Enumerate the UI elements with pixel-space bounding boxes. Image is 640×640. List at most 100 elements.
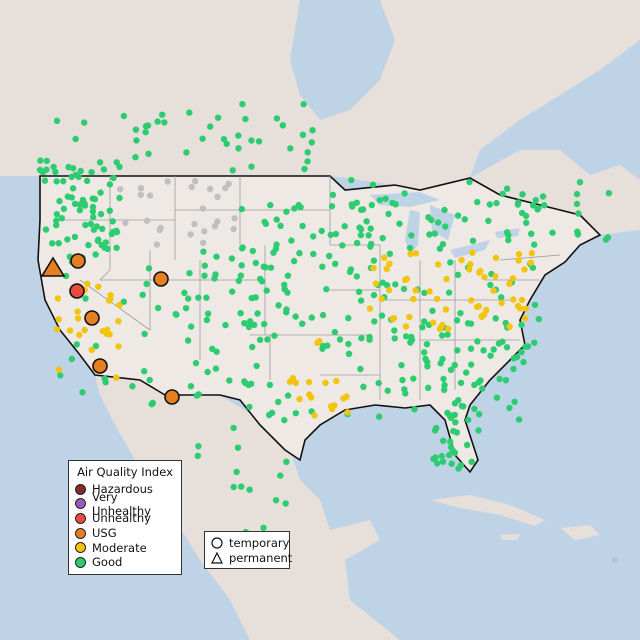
site-dot [495,340,503,347]
site-dot [235,132,242,139]
site-dot [89,203,97,211]
site-dot [49,240,56,247]
site-dot [142,129,149,136]
site-dot [132,126,140,133]
circle-icon [211,537,223,549]
site-dot [154,118,161,125]
site-dot [230,424,237,432]
site-dot [186,270,193,277]
site-dot [287,145,294,152]
site-dot [355,288,363,295]
site-dot [576,179,584,186]
site-dot [475,411,483,418]
site-dot [515,250,523,258]
legend-label: temporary [229,536,290,551]
site-dot [518,348,525,356]
site-dot [79,196,87,204]
site-dot [528,249,535,257]
site-dot [212,365,220,372]
site-dot [77,167,84,175]
site-dot [471,381,478,389]
site-dot [87,220,95,228]
site-temporary-unhealthy [69,283,85,299]
site-dot [503,344,511,351]
legend-item-moderate: Moderate [69,540,181,555]
site-dot [284,392,292,399]
moderate-swatch [75,542,86,554]
site-dot [156,226,163,234]
site-dot [230,225,237,233]
site-dot [246,403,253,411]
site-dot [521,315,529,322]
site-dot [445,289,453,296]
site-dot [187,383,195,390]
site-dot [539,193,547,200]
site-dot [511,398,518,405]
site-dot [332,260,339,267]
site-dot [368,201,375,209]
site-dot [57,372,64,379]
site-dot [43,166,50,173]
site-dot [372,280,380,287]
site-dot [292,379,300,387]
mexico-land [95,375,400,640]
site-dot [524,343,532,350]
site-dot [458,402,465,410]
site-dot [299,131,307,138]
site-dot [499,190,506,198]
site-dot [523,219,530,226]
site-dot [469,237,477,244]
site-dot [518,296,526,304]
site-dot [92,251,99,258]
site-dot [281,286,288,293]
site-dot [435,219,442,226]
site-dot [528,230,535,237]
site-dot [249,343,256,351]
site-dot [292,313,299,320]
site-dot [506,404,513,412]
site-dot [490,346,497,353]
site-dot [143,217,151,224]
site-dot [187,231,194,238]
site-dot [55,240,62,247]
site-dot [452,419,459,426]
site-dot [76,201,84,208]
site-dot [201,272,208,279]
site-dot [234,444,242,451]
site-dot [360,383,367,390]
site-dot [74,308,81,315]
site-dot [386,286,393,294]
site-dot [95,283,102,290]
site-dot [378,312,386,319]
site-dot [367,243,374,250]
site-dot [88,169,95,176]
site-dot [382,195,389,202]
site-dot [141,368,148,375]
site-dot [401,386,408,393]
site-dot [353,273,360,280]
site-dot [203,294,210,301]
site-dot [116,163,123,170]
site-dot [406,244,414,252]
site-dot [172,310,179,318]
site-dot [481,273,488,281]
site-dot [541,202,548,209]
hudson-bay [290,0,395,120]
site-dot [493,394,501,401]
site-dot [235,277,242,284]
site-dot [283,208,290,215]
site-dot [247,380,255,387]
usg-swatch [75,527,86,539]
site-dot [383,282,391,289]
site-dot [370,264,377,272]
site-dot [53,217,60,224]
site-dot [431,427,439,434]
site-dot [357,231,365,239]
site-dot [439,458,447,465]
site-dot [370,291,378,299]
site-dot [187,323,195,330]
site-dot [322,379,329,386]
site-dot [64,193,72,200]
legend-label: Moderate [92,540,147,555]
site-dot [82,295,89,302]
